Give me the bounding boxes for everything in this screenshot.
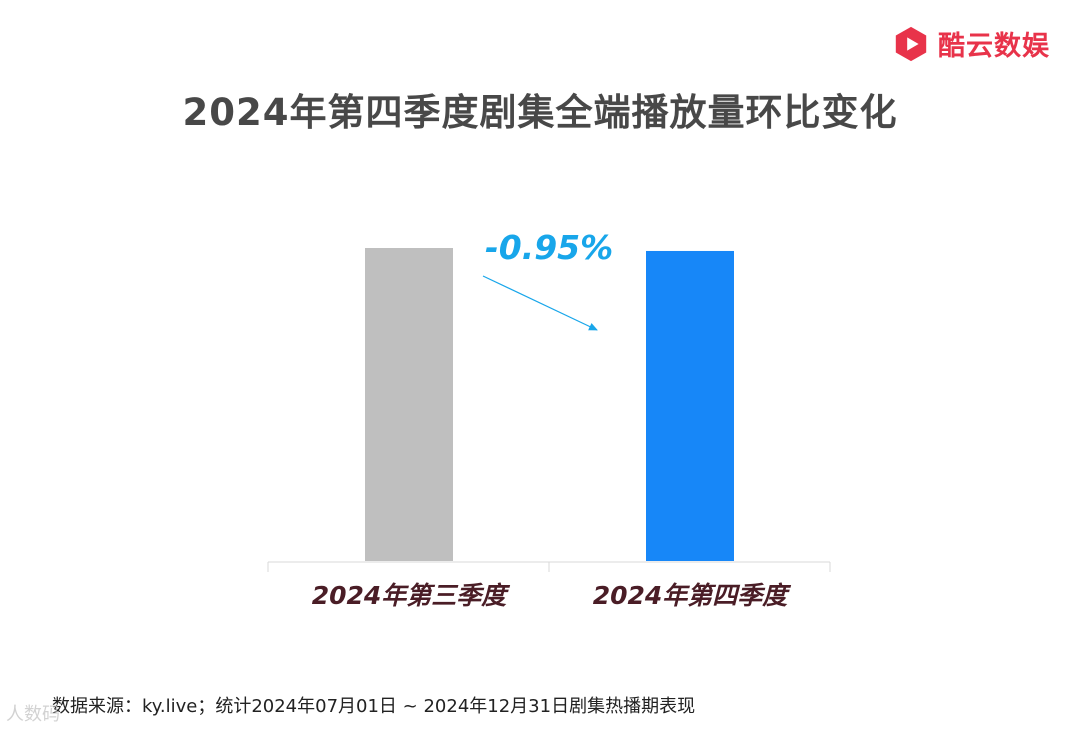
chart-title: 2024年第四季度剧集全端播放量环比变化 xyxy=(182,91,898,134)
category-label: 2024年第三季度 xyxy=(312,581,511,610)
watermark: 人数码 xyxy=(6,704,60,725)
brand-logo: 酷云数娱 xyxy=(892,24,1050,63)
play-hexagon-icon xyxy=(895,26,927,61)
brand-name: 酷云数娱 xyxy=(938,31,1050,62)
data-source-note: 数据来源：ky.live；统计2024年07月01日 ~ 2024年12月31日… xyxy=(52,696,696,717)
bar-1 xyxy=(365,248,453,561)
change-arrow xyxy=(482,275,598,331)
change-label: -0.95% xyxy=(485,228,613,267)
bar-2 xyxy=(646,250,734,561)
category-label: 2024年第四季度 xyxy=(593,581,792,610)
